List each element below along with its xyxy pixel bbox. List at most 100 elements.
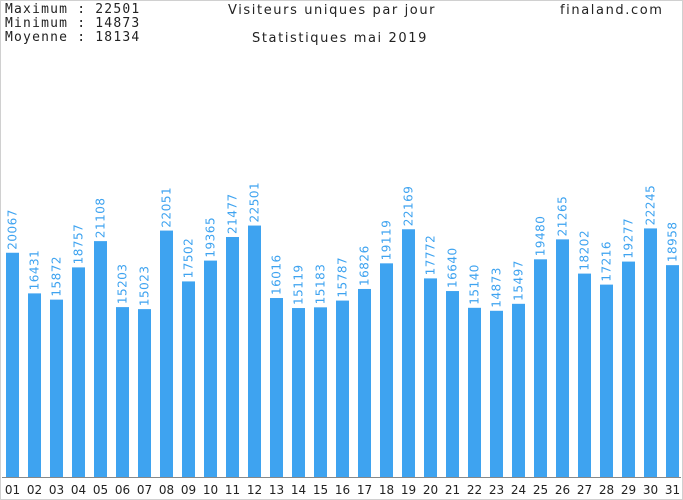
x-tick-label-24: 24 [511, 483, 526, 497]
bar-31 [666, 265, 679, 477]
value-label-04: 18757 [72, 224, 86, 265]
x-tick-label-15: 15 [313, 483, 328, 497]
stat-minimum-label: Minimum [5, 16, 69, 31]
bar-12 [248, 225, 261, 477]
stat-average: Moyenne : 18134 [5, 30, 141, 45]
value-label-09: 17502 [182, 238, 196, 279]
value-label-14: 15119 [292, 264, 306, 305]
value-label-25: 19480 [534, 216, 548, 257]
bar-10 [204, 260, 217, 477]
x-tick-label-09: 09 [181, 483, 196, 497]
x-tick-label-02: 02 [27, 483, 42, 497]
stat-maximum-value: 22501 [95, 2, 141, 17]
x-tick-label-03: 03 [49, 483, 64, 497]
x-tick-label-21: 21 [445, 483, 460, 497]
x-tick-label-29: 29 [621, 483, 636, 497]
value-label-06: 15203 [116, 263, 130, 304]
x-tick-label-14: 14 [291, 483, 306, 497]
value-label-03: 15872 [50, 256, 64, 297]
bar-16 [336, 300, 349, 477]
bar-04 [72, 267, 85, 477]
bar-23 [490, 310, 503, 477]
value-label-08: 22051 [160, 187, 174, 228]
x-tick-label-11: 11 [225, 483, 240, 497]
x-tick-label-06: 06 [115, 483, 130, 497]
value-label-07: 15023 [138, 265, 152, 306]
x-tick-label-13: 13 [269, 483, 284, 497]
x-tick-label-20: 20 [423, 483, 438, 497]
x-tick-label-27: 27 [577, 483, 592, 497]
x-tick-label-31: 31 [665, 483, 680, 497]
bar-15 [314, 307, 327, 477]
bar-28 [600, 284, 613, 477]
x-tick-label-18: 18 [379, 483, 394, 497]
stat-maximum: Maximum : 22501 [5, 2, 141, 17]
bar-17 [358, 288, 371, 477]
value-label-20: 17772 [424, 235, 438, 276]
stat-average-value: 18134 [95, 30, 141, 45]
bar-18 [380, 263, 393, 477]
x-tick-label-17: 17 [357, 483, 372, 497]
bar-02 [28, 293, 41, 477]
site-name: finaland.com [560, 3, 664, 18]
x-tick-label-01: 01 [5, 483, 20, 497]
bar-08 [160, 230, 173, 477]
bar-22 [468, 307, 481, 477]
x-tick-label-12: 12 [247, 483, 262, 497]
stats-block: Maximum : 22501 Minimum : 14873 Moyenne … [5, 3, 140, 45]
bar-21 [446, 291, 459, 477]
x-tick-label-28: 28 [599, 483, 614, 497]
bar-27 [578, 273, 591, 477]
value-label-19: 22169 [402, 186, 416, 227]
value-label-22: 15140 [468, 264, 482, 305]
value-label-31: 18958 [666, 221, 680, 262]
x-tick-label-05: 05 [93, 483, 108, 497]
bar-30 [644, 228, 657, 477]
value-label-12: 22501 [248, 182, 262, 223]
x-tick-label-10: 10 [203, 483, 218, 497]
value-label-28: 17216 [600, 241, 614, 282]
x-tick-label-04: 04 [71, 483, 86, 497]
x-tick-label-16: 16 [335, 483, 350, 497]
bar-07 [138, 309, 151, 477]
value-label-13: 16016 [270, 254, 284, 295]
bar-20 [424, 278, 437, 477]
value-label-10: 19365 [204, 217, 218, 258]
bar-14 [292, 308, 305, 477]
value-label-24: 15497 [512, 260, 526, 301]
value-label-21: 16640 [446, 247, 460, 288]
x-tick-label-22: 22 [467, 483, 482, 497]
x-tick-label-23: 23 [489, 483, 504, 497]
value-label-18: 19119 [380, 220, 394, 261]
bar-11 [226, 236, 239, 477]
stat-average-label: Moyenne [5, 30, 69, 45]
bar-25 [534, 259, 547, 477]
x-tick-label-25: 25 [533, 483, 548, 497]
bar-29 [622, 261, 635, 477]
value-label-23: 14873 [490, 267, 504, 308]
stat-minimum-value: 14873 [95, 16, 141, 31]
bar-01 [6, 252, 19, 477]
value-label-05: 21108 [94, 197, 108, 238]
stat-maximum-label: Maximum [5, 2, 69, 17]
value-label-26: 21265 [556, 196, 570, 237]
value-label-29: 19277 [622, 218, 636, 259]
x-tick-label-07: 07 [137, 483, 152, 497]
chart-title: Visiteurs uniques par jour [228, 3, 437, 18]
value-label-16: 15787 [336, 257, 350, 298]
value-label-17: 16826 [358, 245, 372, 286]
x-tick-label-19: 19 [401, 483, 416, 497]
bar-24 [512, 303, 525, 477]
bar-09 [182, 281, 195, 477]
value-label-15: 15183 [314, 264, 328, 305]
bar-06 [116, 307, 129, 477]
x-tick-label-30: 30 [643, 483, 658, 497]
x-tick-label-26: 26 [555, 483, 570, 497]
bar-05 [94, 241, 107, 477]
x-tick-label-08: 08 [159, 483, 174, 497]
value-label-01: 20067 [6, 209, 20, 250]
bar-03 [50, 299, 63, 477]
value-label-30: 22245 [644, 185, 658, 226]
value-label-11: 21477 [226, 193, 240, 234]
